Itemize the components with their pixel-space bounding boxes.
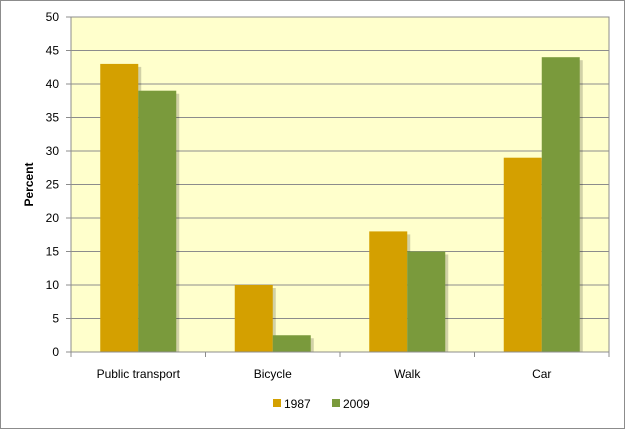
- bar-2009-walk: [407, 251, 446, 352]
- y-axis-ticks: 0 5 10 15 20 25 30 35 40 45 50: [46, 10, 71, 359]
- x-axis-labels: Public transport Bicycle Walk Car: [97, 367, 552, 381]
- axes: [70, 17, 610, 357]
- bar-2009-public-transport: [138, 90, 177, 352]
- bar-1987-bicycle: [234, 285, 273, 352]
- bar-1987-walk: [369, 231, 408, 352]
- legend-swatch: [273, 399, 281, 407]
- y-tick-label: 15: [46, 245, 60, 259]
- x-tick-label: Public transport: [97, 367, 181, 381]
- y-tick-label: 10: [46, 278, 60, 292]
- y-tick-label: 5: [52, 312, 59, 326]
- legend-label: 1987: [284, 397, 311, 411]
- x-tick-label: Car: [532, 367, 551, 381]
- y-tick-label: 45: [46, 44, 60, 58]
- x-tick-label: Bicycle: [254, 367, 292, 381]
- bar-2009-bicycle: [272, 335, 311, 352]
- y-axis-title: Percent: [22, 162, 36, 206]
- bar-1987-car: [503, 157, 542, 352]
- y-tick-label: 20: [46, 211, 60, 225]
- bar-2009-car: [541, 57, 580, 352]
- bar-1987-public-transport: [100, 63, 139, 353]
- bars: [100, 57, 583, 353]
- legend-swatch: [332, 399, 340, 407]
- legend-label: 2009: [343, 397, 370, 411]
- legend: 1987 2009: [273, 397, 370, 411]
- x-tick-label: Walk: [394, 367, 421, 381]
- y-tick-label: 30: [46, 144, 60, 158]
- y-tick-label: 40: [46, 77, 60, 91]
- y-tick-label: 25: [46, 178, 60, 192]
- y-tick-label: 50: [46, 10, 60, 24]
- y-tick-label: 35: [46, 111, 60, 125]
- y-tick-label: 0: [52, 345, 59, 359]
